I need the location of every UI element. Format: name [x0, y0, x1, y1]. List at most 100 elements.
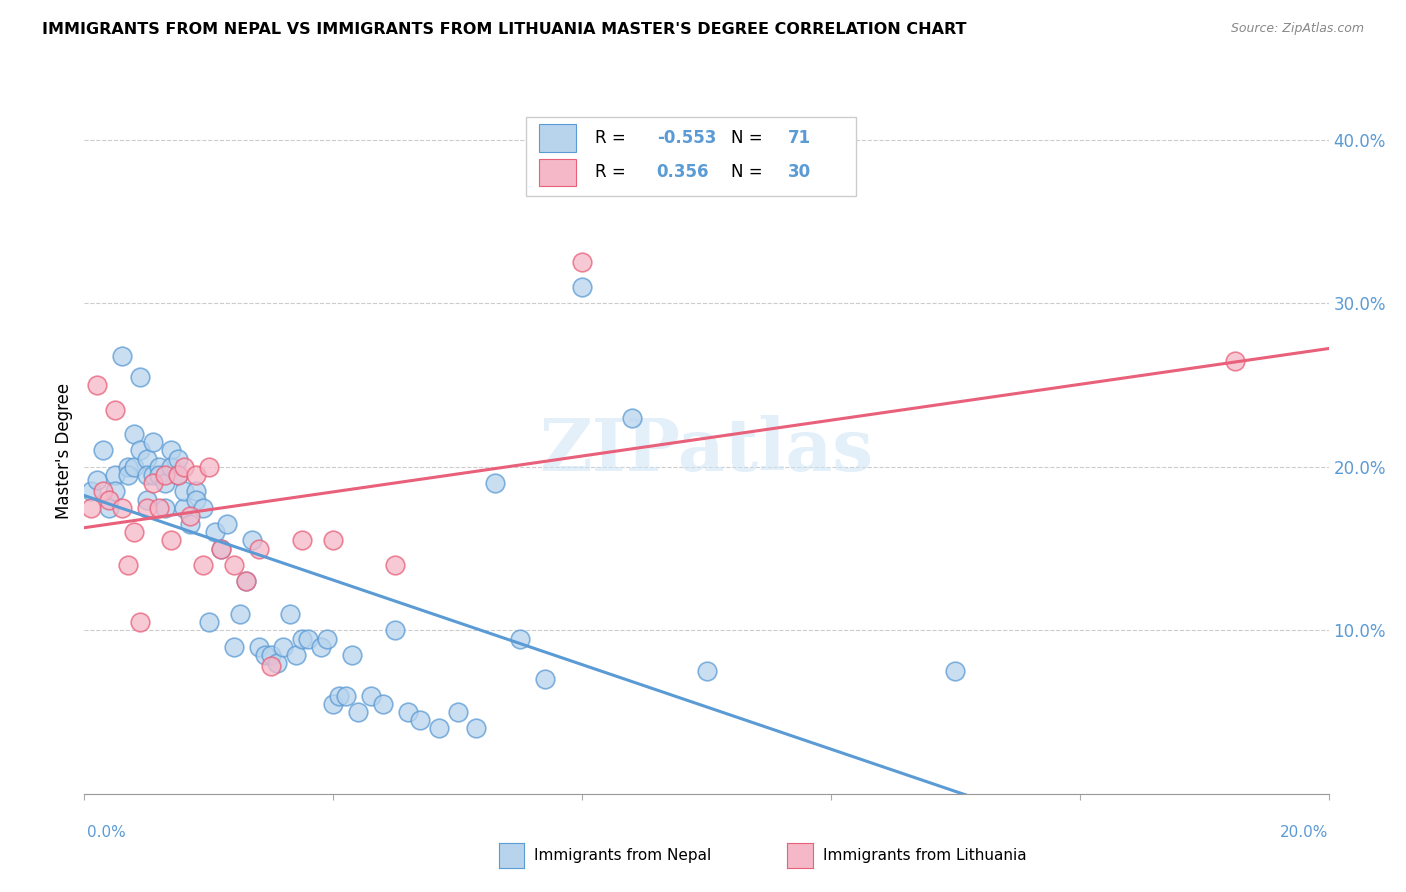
Text: 20.0%: 20.0% [1281, 825, 1329, 840]
Point [240, 533, 263, 548]
Point [117, 459, 139, 474]
Point [266, 656, 288, 670]
Point [278, 607, 301, 621]
Point [111, 349, 134, 363]
Point [222, 640, 245, 654]
Point [945, 664, 967, 678]
Point [98, 500, 121, 515]
Point [235, 574, 257, 589]
Point [142, 467, 165, 482]
Point [316, 632, 339, 646]
Point [135, 451, 157, 466]
Point [484, 476, 506, 491]
Point [155, 476, 177, 491]
Point [533, 673, 555, 687]
Point [340, 648, 363, 662]
Point [135, 492, 157, 507]
Point [122, 459, 145, 474]
Point [186, 467, 208, 482]
Point [166, 451, 188, 466]
Point [135, 500, 157, 515]
Point [179, 508, 201, 523]
Text: Immigrants from Lithuania: Immigrants from Lithuania [823, 848, 1026, 863]
Text: ZIPatlas: ZIPatlas [540, 415, 873, 486]
Point [209, 541, 232, 556]
Point [98, 492, 121, 507]
Point [197, 459, 221, 474]
Point [284, 648, 307, 662]
Point [122, 427, 145, 442]
Point [260, 648, 283, 662]
Point [217, 516, 239, 531]
Text: 71: 71 [787, 129, 810, 147]
Point [409, 714, 432, 728]
Point [129, 615, 152, 630]
Point [309, 640, 332, 654]
Point [173, 484, 195, 499]
Text: 30: 30 [787, 163, 810, 181]
Text: 0.356: 0.356 [657, 163, 709, 181]
Point [396, 705, 419, 719]
Point [222, 558, 245, 572]
Point [122, 525, 145, 540]
Text: IMMIGRANTS FROM NEPAL VS IMMIGRANTS FROM LITHUANIA MASTER'S DEGREE CORRELATION C: IMMIGRANTS FROM NEPAL VS IMMIGRANTS FROM… [42, 22, 967, 37]
Point [384, 624, 406, 638]
Point [173, 500, 195, 515]
Point [148, 459, 170, 474]
Point [111, 500, 134, 515]
Point [291, 533, 314, 548]
Point [384, 558, 406, 572]
Point [104, 402, 127, 417]
Point [86, 378, 108, 392]
Y-axis label: Master's Degree: Master's Degree [55, 383, 73, 518]
Point [229, 607, 252, 621]
Point [1225, 353, 1247, 368]
Point [322, 697, 344, 711]
Point [129, 369, 152, 384]
Point [142, 435, 165, 450]
Point [104, 467, 127, 482]
Point [253, 648, 276, 662]
Point [148, 467, 170, 482]
Point [79, 484, 101, 499]
Point [204, 525, 226, 540]
Point [328, 689, 350, 703]
Point [360, 689, 382, 703]
Point [465, 722, 488, 736]
Point [129, 443, 152, 458]
Point [696, 664, 718, 678]
Text: -0.553: -0.553 [657, 129, 716, 147]
Point [427, 722, 450, 736]
Point [571, 255, 593, 269]
Point [166, 467, 188, 482]
FancyBboxPatch shape [526, 118, 856, 196]
FancyBboxPatch shape [538, 159, 576, 186]
Point [186, 484, 208, 499]
Point [179, 516, 201, 531]
Point [335, 689, 357, 703]
Point [197, 615, 221, 630]
Point [191, 558, 214, 572]
FancyBboxPatch shape [538, 124, 576, 152]
Point [160, 533, 183, 548]
Point [173, 459, 195, 474]
Point [155, 500, 177, 515]
Text: Source: ZipAtlas.com: Source: ZipAtlas.com [1230, 22, 1364, 36]
Point [447, 705, 470, 719]
Point [91, 484, 114, 499]
Point [117, 558, 139, 572]
Point [209, 541, 232, 556]
Point [117, 467, 139, 482]
Point [371, 697, 394, 711]
Point [135, 467, 157, 482]
Point [86, 473, 108, 487]
Point [247, 541, 270, 556]
Point [148, 500, 170, 515]
Point [347, 705, 370, 719]
Point [571, 280, 593, 294]
Point [620, 410, 643, 425]
Point [166, 467, 188, 482]
Point [142, 476, 165, 491]
Text: R =: R = [595, 129, 630, 147]
Point [509, 632, 531, 646]
